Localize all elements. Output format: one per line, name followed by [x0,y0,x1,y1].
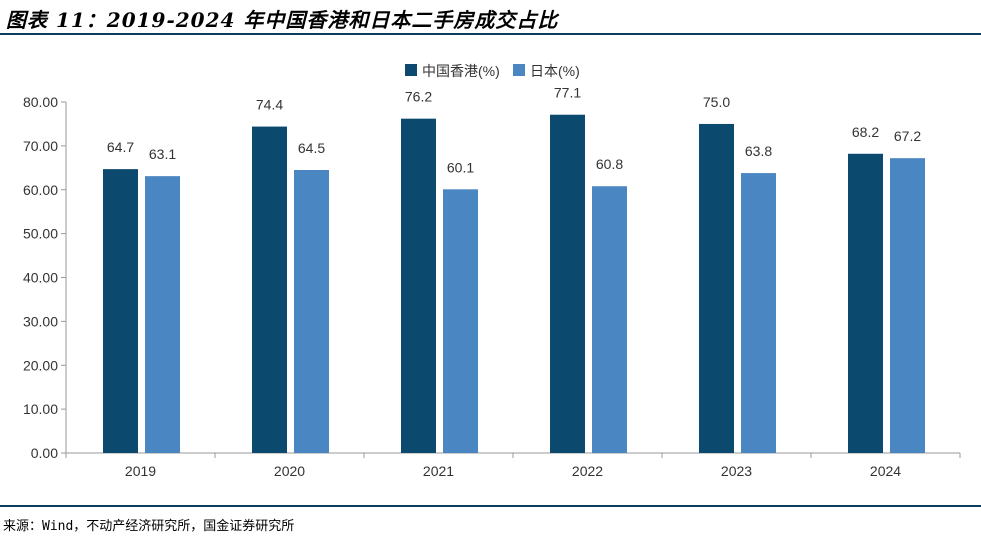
bar-japan [592,186,627,454]
source-note: 来源：Wind，不动产经济研究所，国金证券研究所 [3,519,295,534]
data-label: 74.4 [256,97,283,113]
legend-swatch [405,64,417,76]
x-tick-label: 2022 [572,463,603,479]
y-tick-label: 10.00 [23,401,58,417]
x-tick-label: 2023 [721,463,752,479]
y-tick-label: 0.00 [31,445,58,461]
bar-hongkong [252,126,287,453]
y-tick-label: 80.00 [23,94,58,110]
bar-hongkong [699,123,734,453]
bar-japan [741,173,776,453]
y-tick-label: 30.00 [23,313,58,329]
bar-hongkong [848,153,883,453]
y-tick-label: 20.00 [23,357,58,373]
data-label: 76.2 [405,89,432,105]
bar-hongkong [401,118,436,454]
bar-japan [443,189,478,453]
source-divider [0,505,981,507]
data-label: 64.5 [298,140,325,156]
data-label: 67.2 [894,128,921,144]
legend-label: 中国香港(%) [422,63,500,79]
x-tick-label: 2020 [274,463,305,479]
title-divider [0,33,981,35]
legend-label: 日本(%) [530,63,580,79]
bar-japan [145,176,180,453]
data-label: 63.1 [149,146,176,162]
legend-swatch [513,64,525,76]
data-label: 75.0 [703,94,730,110]
x-tick-label: 2024 [870,463,901,479]
data-label: 77.1 [554,85,581,101]
data-label: 60.1 [447,159,474,175]
bar-japan [890,158,925,453]
data-label: 60.8 [596,156,623,172]
x-tick-label: 2019 [125,463,156,479]
y-tick-label: 40.00 [23,270,58,286]
data-label: 64.7 [107,139,134,155]
bar-hongkong [550,114,585,453]
y-tick-label: 60.00 [23,182,58,198]
x-tick-label: 2021 [423,463,454,479]
figure-title: 图表 11：2019-2024 年中国香港和日本二手房成交占比 [6,8,559,32]
data-label: 63.8 [745,143,772,159]
bar-hongkong [103,169,138,453]
bar-japan [294,170,329,453]
y-tick-label: 50.00 [23,226,58,242]
y-tick-label: 70.00 [23,138,58,154]
data-label: 68.2 [852,124,879,140]
